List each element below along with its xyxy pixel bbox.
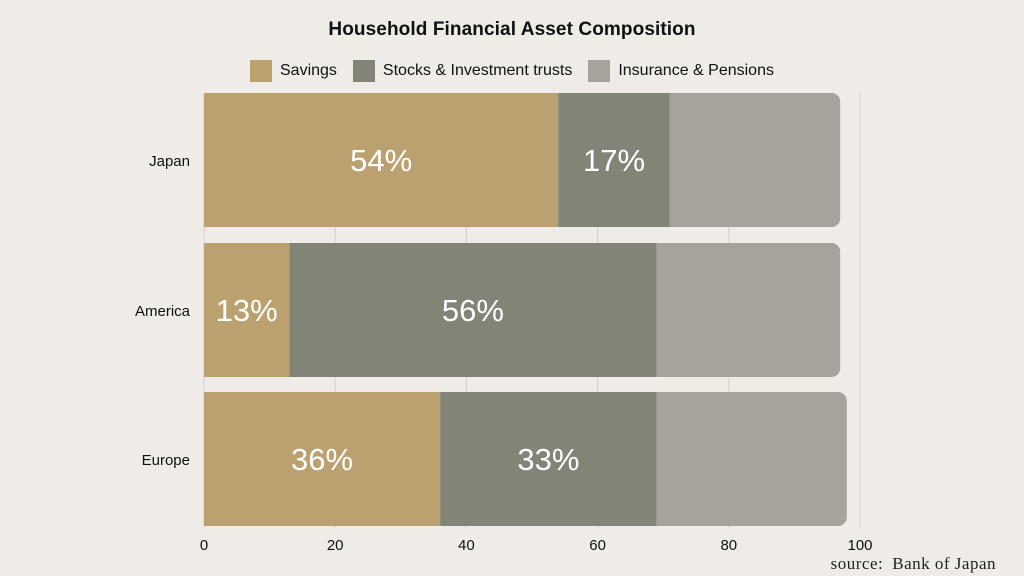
x-tick-label-80: 80 bbox=[720, 537, 737, 554]
legend-item-savings: Savings bbox=[250, 60, 337, 82]
bar-america-insurance bbox=[656, 243, 841, 377]
legend-label-stocks: Stocks & Investment trusts bbox=[382, 62, 573, 79]
legend-item-insurance: Insurance & Pensions bbox=[588, 60, 774, 82]
legend: Savings Stocks & Investment trusts Insur… bbox=[0, 60, 1024, 82]
bar-europe-savings bbox=[204, 392, 441, 526]
source-note: source: Bank of Japan bbox=[830, 554, 996, 573]
bar-japan-stocks bbox=[558, 93, 670, 227]
data-label-america-savings: 13% bbox=[216, 293, 278, 328]
x-tick-label-40: 40 bbox=[458, 537, 475, 554]
x-tick-label-20: 20 bbox=[327, 537, 344, 554]
chart-title: Household Financial Asset Composition bbox=[328, 19, 696, 40]
category-label-japan: Japan bbox=[149, 153, 190, 170]
legend-label-savings: Savings bbox=[280, 62, 337, 79]
x-tick-label-0: 0 bbox=[200, 537, 208, 554]
bar-labels: 54% 17% 13% 56% 36% 33% bbox=[216, 143, 645, 477]
bar-europe-insurance bbox=[656, 392, 847, 526]
x-tick-label-60: 60 bbox=[589, 537, 606, 554]
legend-item-stocks: Stocks & Investment trusts bbox=[352, 60, 573, 82]
data-label-japan-stocks: 17% bbox=[583, 143, 645, 178]
bar-europe-stocks bbox=[440, 392, 657, 526]
bar-america-savings bbox=[204, 243, 290, 377]
tick-labels: 0 20 40 60 80 100 bbox=[200, 537, 873, 554]
legend-swatch-savings bbox=[250, 60, 272, 82]
bar-japan-savings bbox=[204, 93, 559, 227]
data-label-europe-stocks: 33% bbox=[517, 442, 579, 477]
bars bbox=[204, 93, 847, 526]
category-label-america: America bbox=[135, 303, 191, 320]
bar-america-stocks bbox=[289, 243, 657, 377]
data-label-europe-savings: 36% bbox=[291, 442, 353, 477]
category-label-europe: Europe bbox=[142, 452, 190, 469]
legend-swatch-stocks bbox=[352, 60, 375, 82]
legend-label-insurance: Insurance & Pensions bbox=[618, 62, 774, 79]
data-label-japan-savings: 54% bbox=[350, 143, 412, 178]
x-tick-label-100: 100 bbox=[847, 537, 872, 554]
data-label-america-stocks: 56% bbox=[442, 293, 504, 328]
bar-japan-insurance bbox=[669, 93, 841, 227]
legend-swatch-insurance bbox=[588, 60, 611, 82]
category-labels: Japan America Europe bbox=[135, 153, 191, 469]
